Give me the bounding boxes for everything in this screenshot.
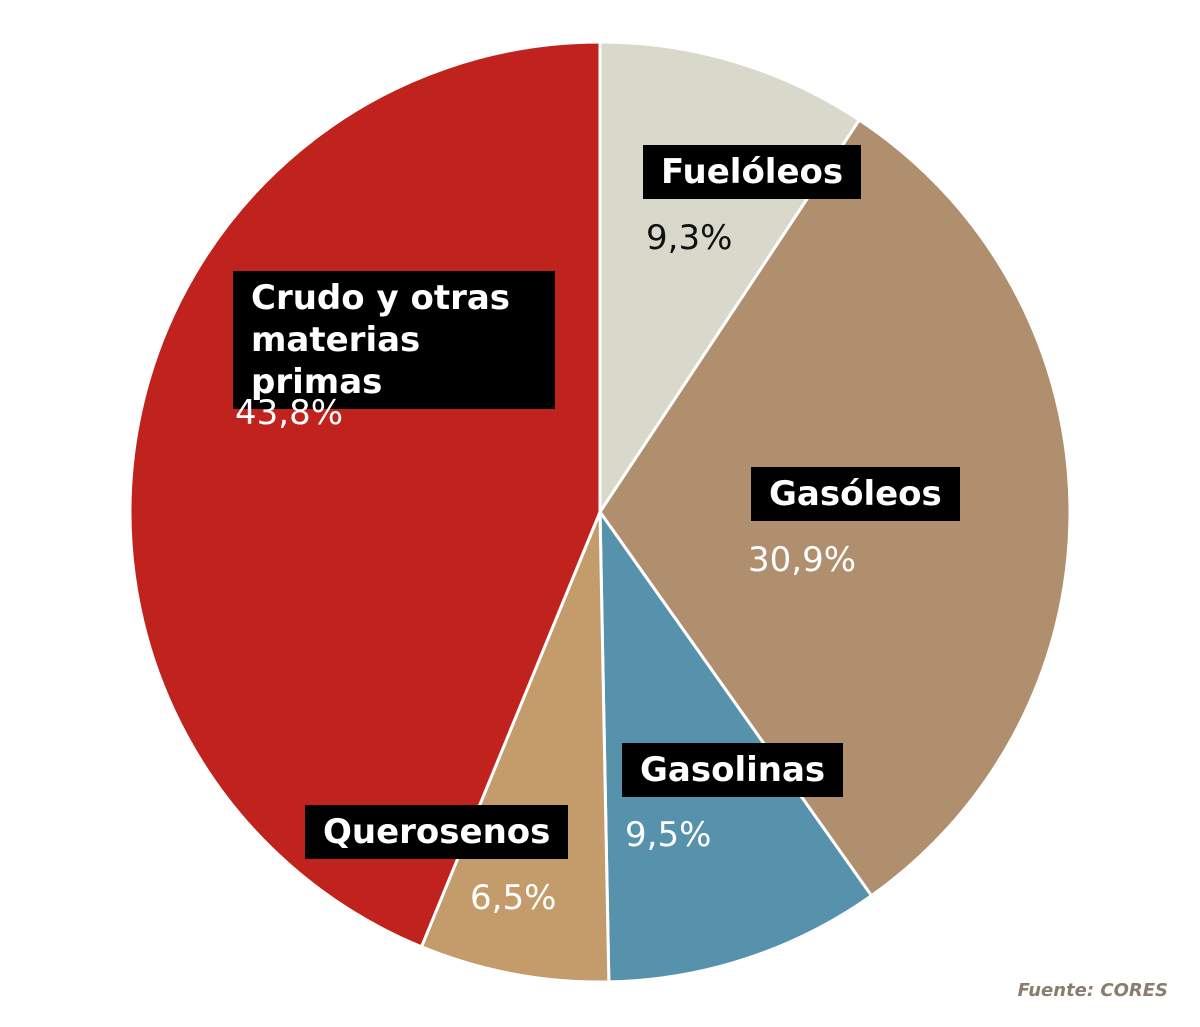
value-label: 9,3%: [646, 218, 733, 258]
slice: [419, 511, 611, 984]
value-label: 30,9%: [748, 540, 857, 580]
value-label: 43,8%: [235, 393, 344, 433]
slice: [128, 40, 602, 949]
slice-label: Querosenos: [305, 805, 569, 859]
source: Fuente: CORES: [1017, 980, 1168, 1001]
slice-label: Gasóleos: [751, 467, 960, 521]
value-label: 9,5%: [625, 815, 712, 855]
slice-label: Crudo y otras materias primas: [233, 271, 555, 409]
slice-label: Fuelóleos: [643, 145, 862, 199]
slice-label: Gasolinas: [622, 743, 844, 797]
value-label: 6,5%: [470, 878, 557, 918]
